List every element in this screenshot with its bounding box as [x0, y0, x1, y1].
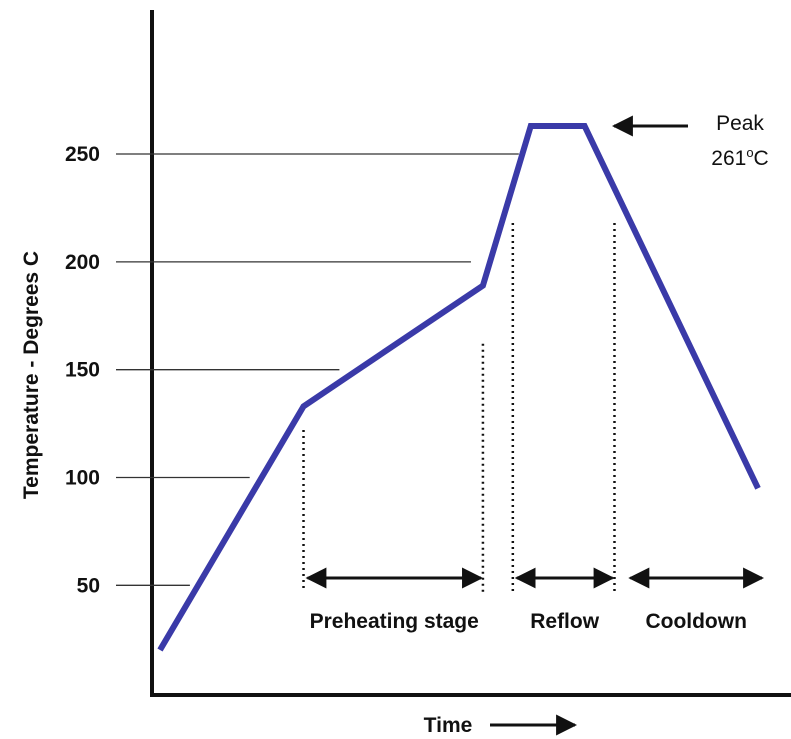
y-tick-label: 250	[65, 143, 100, 166]
y-tick-label: 150	[65, 359, 100, 382]
y-axis-title: Temperature - Degrees C	[20, 251, 43, 499]
temperature-profile-line	[157, 123, 761, 652]
peak-temperature: 261oC	[711, 145, 768, 170]
stage-label: Preheating stage	[310, 610, 479, 633]
x-axis-title: Time	[424, 714, 473, 737]
stage-boundaries	[302, 223, 616, 592]
guide-lines	[116, 153, 519, 586]
stage-label: Cooldown	[645, 610, 746, 633]
y-tick-label: 100	[65, 466, 100, 489]
y-tick-label: 50	[77, 574, 100, 597]
y-tick-label: 200	[65, 251, 100, 274]
stage-label: Reflow	[530, 610, 600, 633]
stage-markers: Preheating stage Reflow Cooldown	[305, 567, 765, 633]
peak-annotation: Peak 261oC	[611, 112, 769, 170]
y-tick-labels: 50 100 150 200 250	[65, 143, 100, 597]
peak-label: Peak	[716, 112, 764, 135]
